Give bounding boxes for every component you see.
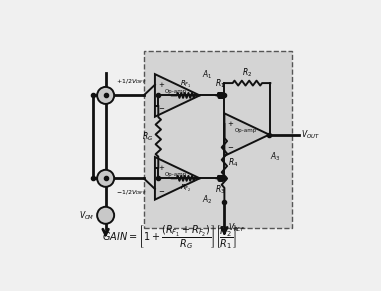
Text: $A_2$: $A_2$ <box>202 193 212 206</box>
Text: Op-amp: Op-amp <box>235 128 257 133</box>
Circle shape <box>97 87 114 104</box>
Text: $+$: $+$ <box>158 80 165 88</box>
Polygon shape <box>155 157 200 200</box>
Circle shape <box>97 170 114 187</box>
Text: $+$: $+$ <box>158 162 165 171</box>
Text: $-$: $-$ <box>158 104 165 110</box>
Text: $+1/2V_{DIFF}$: $+1/2V_{DIFF}$ <box>116 77 147 86</box>
Text: $R_G$: $R_G$ <box>141 131 153 143</box>
Text: Op-amp: Op-amp <box>165 172 187 177</box>
Text: $-$: $-$ <box>227 143 234 149</box>
Polygon shape <box>224 113 269 156</box>
Text: $-$: $-$ <box>158 187 165 193</box>
Circle shape <box>97 207 114 224</box>
Text: $R_{F_1}$: $R_{F_1}$ <box>180 79 192 91</box>
Text: $V_{REF}$: $V_{REF}$ <box>229 221 246 234</box>
Text: $A_3$: $A_3$ <box>270 151 280 163</box>
Text: $R_2$: $R_2$ <box>242 66 253 79</box>
FancyBboxPatch shape <box>144 51 291 228</box>
Text: $V_{OUT}$: $V_{OUT}$ <box>301 128 320 141</box>
Text: $A_1$: $A_1$ <box>202 68 212 81</box>
Text: $+$: $+$ <box>227 119 234 128</box>
Text: $R_{F_2}$: $R_{F_2}$ <box>180 183 192 194</box>
Polygon shape <box>155 74 200 117</box>
Text: $R_4$: $R_4$ <box>229 157 239 169</box>
Text: $R_3$: $R_3$ <box>215 183 226 196</box>
Text: $-1/2V_{DIFF}$: $-1/2V_{DIFF}$ <box>116 188 147 197</box>
Text: $V_{CM}$: $V_{CM}$ <box>79 209 95 221</box>
Text: $\mathit{GAIN} = \left[1 + \dfrac{(R_{F_1} + R_{F_2})}{R_G}\right]\left[\dfrac{R: $\mathit{GAIN} = \left[1 + \dfrac{(R_{F_… <box>102 223 237 251</box>
Text: $R_1$: $R_1$ <box>215 78 226 91</box>
Text: Op-amp: Op-amp <box>165 89 187 94</box>
